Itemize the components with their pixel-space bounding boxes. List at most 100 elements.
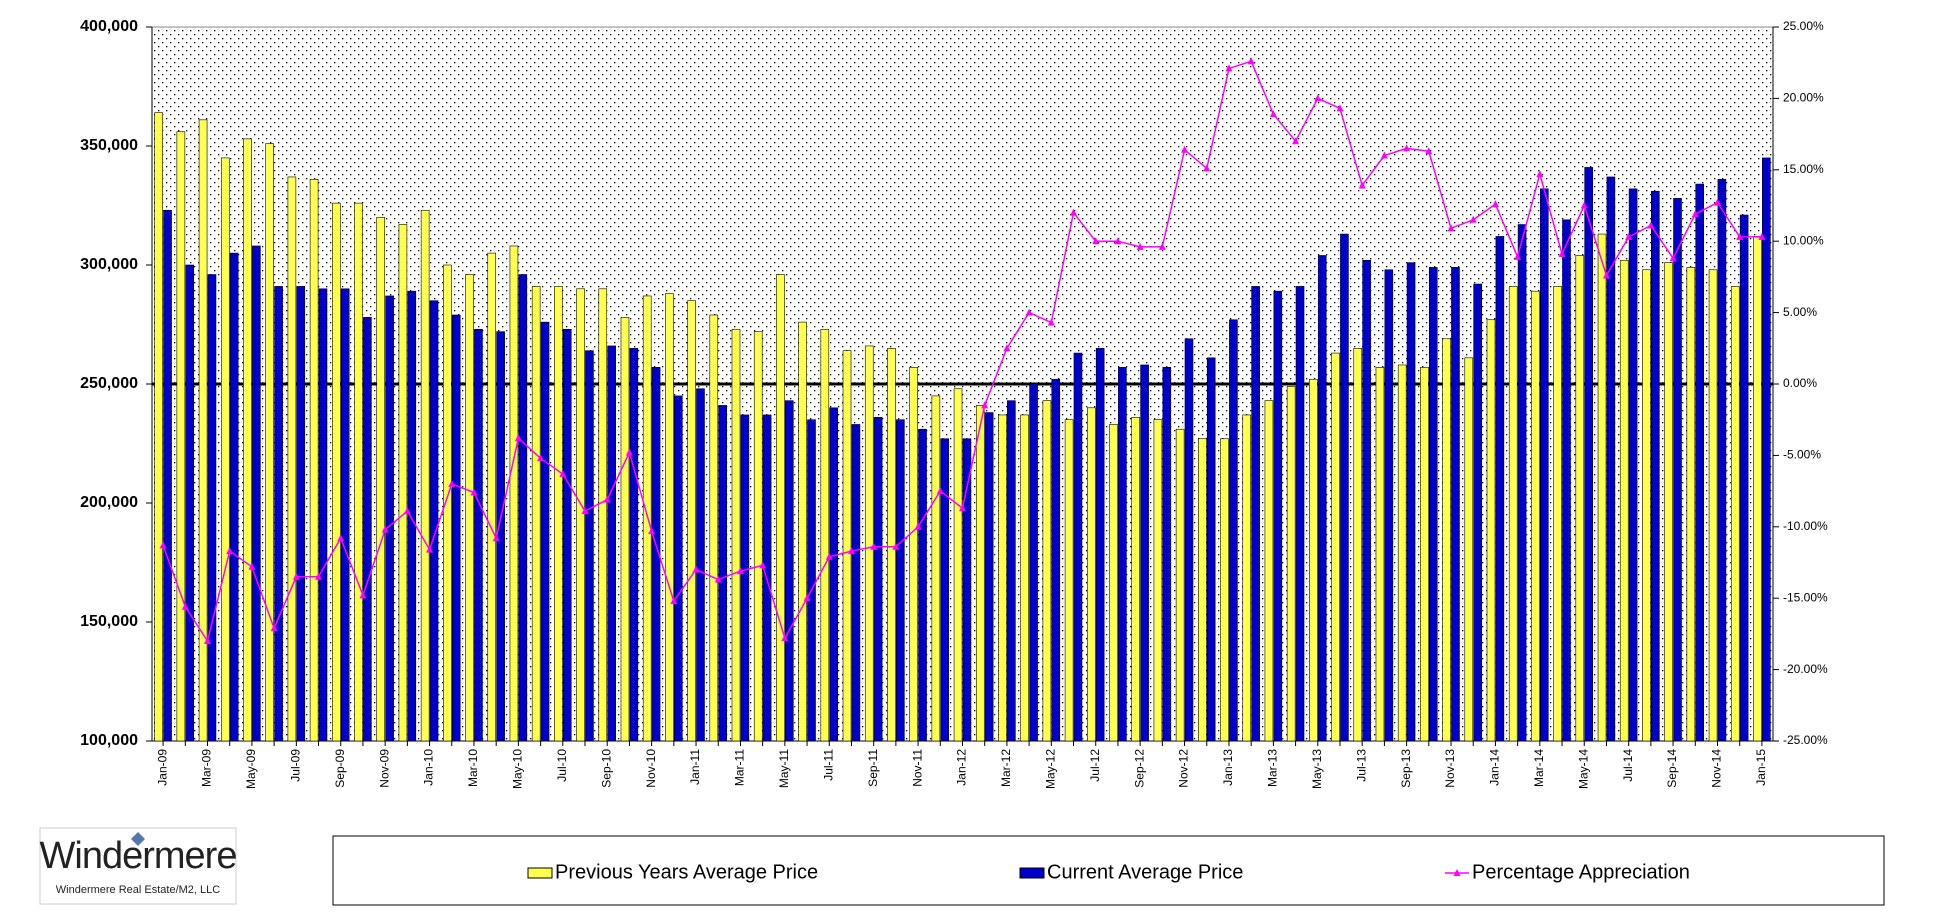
bar (1020, 414, 1029, 742)
point (181, 602, 189, 610)
bar (154, 112, 163, 742)
bar (1628, 188, 1638, 742)
y-tick-label: 350,000 (80, 137, 138, 154)
point (870, 542, 878, 550)
bar (731, 328, 741, 742)
bar (243, 138, 252, 742)
point (1558, 250, 1566, 258)
point (1003, 344, 1011, 352)
x-tick-label: May-13 (1310, 749, 1324, 789)
y2-tick-label: -10.00% (1783, 519, 1828, 533)
x-tick-label: Jul-13 (1354, 749, 1368, 782)
bar (629, 347, 639, 742)
bar (1362, 259, 1371, 742)
point (736, 567, 744, 575)
bar (851, 424, 861, 742)
bar (340, 288, 350, 742)
bar (909, 367, 918, 742)
bar (252, 245, 261, 742)
bar (607, 345, 616, 742)
bar (962, 438, 972, 742)
bar (287, 176, 297, 742)
bar (1428, 267, 1438, 742)
bar (229, 252, 239, 742)
y2-tick-label: 15.00% (1783, 162, 1824, 176)
legend-label: Previous Years Average Price (555, 861, 818, 883)
point (959, 504, 966, 512)
bar (1295, 286, 1305, 742)
point (1669, 254, 1677, 262)
x-tick-label: Mar-10 (466, 749, 480, 787)
x-tick-label: May-11 (777, 749, 791, 788)
bar (332, 202, 341, 742)
point (1491, 200, 1499, 208)
point (1336, 104, 1344, 112)
bar (1708, 269, 1718, 742)
legend-box (332, 835, 1885, 906)
bar (1086, 407, 1096, 742)
logo: Windermere Windermere Real Estate/M2, LL… (39, 827, 237, 905)
bar (554, 286, 563, 742)
bar (163, 209, 172, 742)
bar (1473, 283, 1482, 742)
logo-name: Windermere (40, 835, 237, 877)
logo-icon (131, 832, 145, 846)
bar (376, 217, 386, 742)
point (803, 594, 811, 602)
bar (1531, 290, 1540, 742)
bar (429, 300, 439, 742)
point (1758, 232, 1766, 240)
x-tick-label: Nov-11 (910, 749, 924, 787)
point (1447, 224, 1455, 232)
point (670, 597, 678, 605)
point (1514, 252, 1522, 260)
bar (474, 328, 483, 742)
legend-marker (1453, 869, 1461, 876)
bar (562, 328, 572, 742)
x-tick-label: Jan-13 (1221, 749, 1235, 786)
point (1736, 232, 1744, 240)
point (204, 637, 212, 645)
point (1602, 271, 1610, 279)
point (759, 561, 767, 569)
bar (1051, 378, 1061, 742)
bar (398, 224, 408, 742)
bar (709, 314, 719, 742)
point (492, 534, 500, 542)
bar (1762, 157, 1771, 742)
point (559, 469, 567, 477)
x-tick-label: Jan-12 (955, 749, 969, 786)
point (359, 591, 367, 599)
x-tick-label: Sep-10 (599, 749, 613, 788)
bar (1309, 378, 1318, 742)
bar (274, 286, 283, 742)
bar (1420, 367, 1429, 742)
bar (1353, 347, 1363, 742)
point (470, 488, 478, 496)
x-tick-label: Mar-12 (999, 749, 1013, 787)
bar (975, 405, 985, 742)
y-tick-label: 400,000 (80, 18, 138, 35)
bar (1562, 219, 1571, 742)
bar (1451, 267, 1460, 742)
point (581, 507, 589, 515)
bar (1242, 414, 1252, 742)
x-tick-label: Jan-10 (422, 749, 436, 786)
bar (807, 419, 816, 742)
point (1158, 242, 1166, 250)
bar (1162, 367, 1172, 742)
bar (1073, 352, 1083, 742)
point (692, 565, 700, 573)
bar (620, 317, 630, 742)
point (1092, 237, 1100, 245)
bar (1220, 438, 1229, 742)
x-tick-label: Mar-13 (1266, 749, 1280, 787)
y-tick-label: 150,000 (80, 613, 138, 630)
bar (1095, 347, 1105, 742)
bar (1206, 357, 1216, 742)
point (1070, 208, 1078, 216)
bar (1397, 364, 1407, 742)
bar (1517, 224, 1527, 742)
